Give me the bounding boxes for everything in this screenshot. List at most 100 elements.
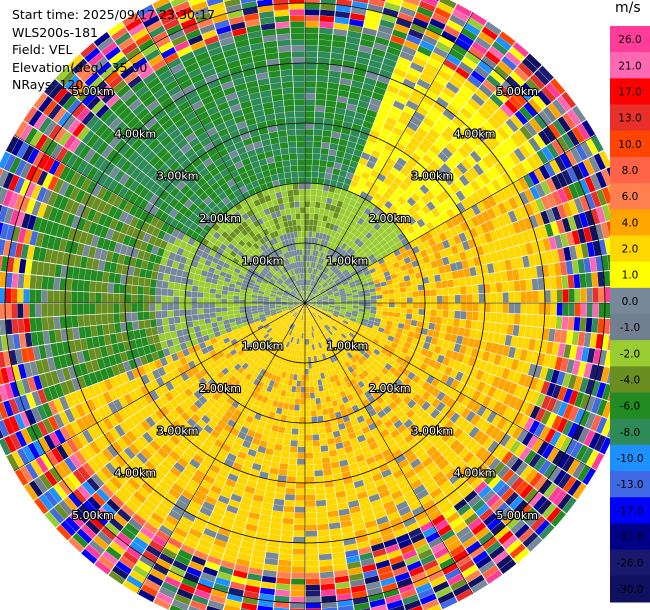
radar-gate-cell [534,183,546,198]
radar-gate-cell [258,311,265,316]
radar-gate-cell [592,240,601,257]
radar-gate-cell [240,540,254,550]
radar-gate-cell [424,309,431,316]
radar-gate-cell [210,444,221,454]
radar-gate-cell [324,253,330,261]
radar-gate-cell [11,365,22,381]
radar-gate-cell [364,299,371,303]
radar-gate-cell [484,303,491,313]
radar-gate-cell [235,320,243,326]
radar-gate-cell [428,322,436,330]
radar-gate-cell [240,352,248,360]
radar-gate-cell [328,149,337,157]
radar-gate-cell [15,430,28,448]
radar-gate-cell [436,242,445,251]
radar-gate-cell [536,327,544,340]
radar-gate-cell [184,388,194,398]
radar-gate-cell [371,48,386,58]
radar-gate-cell [389,167,400,177]
radar-gate-cell [200,479,213,490]
radar-gate-cell [229,348,238,356]
radar-gate-cell [496,554,513,570]
radar-gate-cell [392,261,400,269]
radar-gate-cell [215,500,228,511]
radar-gate-cell [534,379,545,393]
radar-gate-cell [379,359,388,367]
radar-gate-cell [607,392,610,402]
radar-gate-cell [238,359,246,367]
radar-gate-cell [305,27,319,34]
radar-gate-cell [372,214,381,223]
radar-gate-cell [4,435,17,453]
radar-gate-cell [550,289,557,303]
radar-gate-cell [305,404,311,411]
radar-gate-cell [400,297,407,303]
radar-gate-cell [323,266,328,273]
radar-gate-cell [313,290,319,295]
radar-gate-cell [443,25,461,38]
radar-gate-cell [383,142,395,153]
radar-gate-cell [502,406,514,420]
radar-gate-cell [228,314,235,320]
radar-gate-cell [442,506,457,519]
radar-gate-cell [579,195,590,212]
radar-gate-cell [313,135,323,142]
radar-gate-cell [102,356,111,368]
radar-gate-cell [445,435,457,447]
radar-gate-cell [331,275,338,281]
radar-gate-cell [320,291,327,295]
radar-gate-cell [213,401,222,411]
radar-gate-cell [340,296,347,300]
radar-gate-cell [334,411,343,419]
radar-gate-cell [336,344,343,352]
radar-gate-cell [376,438,386,447]
radar-gate-cell [305,464,314,471]
radar-gate-cell [466,311,473,321]
radar-gate-cell [510,114,524,129]
radar-gate-cell [416,378,426,388]
radar-gate-cell [318,271,323,277]
radar-gate-cell [562,202,573,217]
radar-gate-cell [325,288,332,293]
radar-gate-cell [303,314,305,321]
radar-gate-cell [305,81,316,88]
radar-gate-cell [308,307,313,313]
radar-gate-cell [358,497,370,506]
radar-gate-cell [285,341,290,348]
radar-gate-cell [452,234,462,245]
radar-gate-cell [381,532,396,543]
radar-gate-cell [381,315,388,321]
radar-gate-cell [375,314,382,319]
radar-gate-cell [230,359,239,368]
radar-gate-cell [357,50,371,60]
radar-gate-cell [77,315,85,327]
radar-gate-cell [321,142,330,149]
radar-gate-cell [269,304,276,307]
radar-gate-cell [456,242,465,253]
radar-gate-cell [139,385,150,396]
radar-gate-cell [556,289,563,303]
radar-gate-cell [349,340,357,347]
radar-gate-cell [295,344,299,351]
radar-gate-cell [351,291,359,296]
radar-gate-cell [316,226,321,233]
radar-gate-cell [121,504,136,518]
radar-gate-cell [365,382,373,390]
radar-gate-cell [471,499,486,513]
radar-gate-cell [72,532,89,549]
radar-gate-cell [324,316,330,321]
radar-gate-cell [331,545,345,554]
radar-gate-cell [375,80,389,90]
radar-gate-cell [321,265,326,272]
radar-gate-cell [285,313,292,318]
radar-gate-cell [317,323,322,329]
radar-gate-cell [218,565,234,576]
radar-gate-cell [110,494,125,508]
radar-gate-cell [278,553,292,561]
radar-gate-cell [452,166,463,178]
radar-gate-cell [386,410,396,420]
radar-gate-cell [75,389,86,403]
radar-gate-cell [237,508,250,518]
radar-gate-cell [351,206,359,215]
radar-gate-cell [388,40,404,51]
